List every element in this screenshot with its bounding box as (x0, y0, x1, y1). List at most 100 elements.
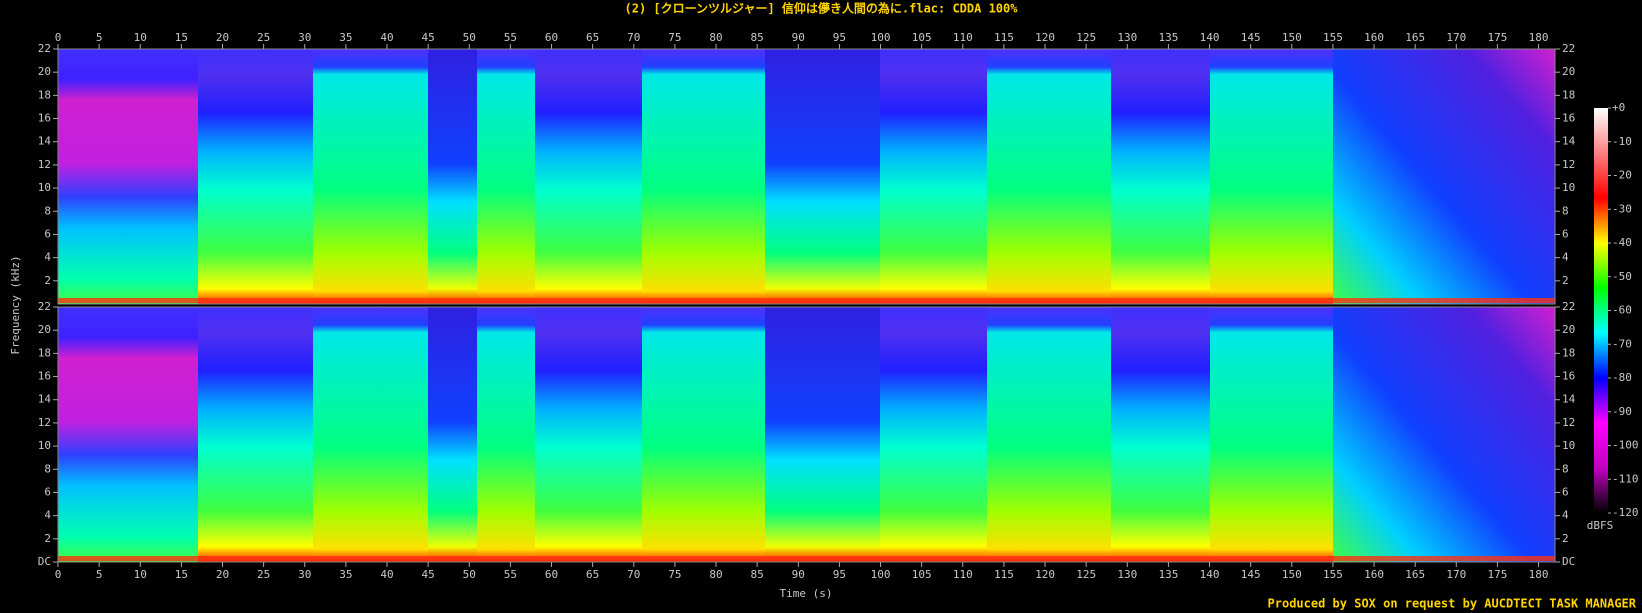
spectrum-block (987, 307, 1111, 562)
y-tick-label: 8 (1562, 462, 1569, 475)
x-tick-label: 165 (1405, 31, 1425, 44)
y-tick-label: 6 (1562, 227, 1569, 240)
x-tick-label: 135 (1158, 568, 1178, 581)
y-tick-label: 18 (1562, 346, 1575, 359)
spectrum-block (1111, 307, 1210, 562)
y-tick-label: 20 (1562, 65, 1575, 78)
colorbar-tick-label: -120 (1612, 506, 1639, 519)
y-tick-label: 14 (38, 393, 52, 406)
spectrum-block (428, 49, 477, 304)
x-tick-label: 50 (463, 31, 476, 44)
x-tick-label: 180 (1529, 568, 1549, 581)
colorbar-tick-label: -20 (1612, 169, 1632, 182)
x-tick-label: 85 (751, 568, 764, 581)
y-tick-label: 22 (38, 300, 51, 313)
x-tick-label: 100 (871, 568, 891, 581)
spectrum-block (987, 49, 1111, 304)
spectrum-block (477, 49, 535, 304)
y-tick-label: 4 (1562, 509, 1569, 522)
panel-frame (57, 48, 1556, 305)
y-tick-label: DC (1562, 555, 1575, 568)
y-tick-label: 10 (38, 439, 51, 452)
x-tick-label: 160 (1364, 568, 1384, 581)
colorbar-tick-label: -10 (1612, 135, 1632, 148)
y-tick-label: 18 (38, 88, 51, 101)
y-tick-label: 6 (44, 485, 51, 498)
spectrum-block (1333, 49, 1555, 304)
x-axis-label: Time (s) (780, 587, 833, 600)
colorbar-tick-label: -50 (1612, 270, 1632, 283)
x-tick-label: 155 (1323, 31, 1343, 44)
x-tick-label: 70 (627, 568, 640, 581)
x-tick-label: 10 (134, 31, 147, 44)
x-tick-label: 140 (1200, 568, 1220, 581)
y-tick-label: 16 (38, 370, 51, 383)
x-tick-label: 35 (339, 31, 352, 44)
x-tick-label: 70 (627, 31, 640, 44)
spectrum-block (535, 307, 642, 562)
x-tick-label: 130 (1117, 31, 1137, 44)
x-tick-label: 150 (1282, 568, 1302, 581)
x-tick-label: 120 (1035, 31, 1055, 44)
spectrum-block (1333, 307, 1555, 562)
y-axis-label: Frequency (kHz) (9, 255, 22, 354)
y-tick-label: 4 (44, 509, 51, 522)
y-tick-label: 16 (1562, 112, 1575, 125)
spectrum-block (1210, 49, 1333, 304)
colorbar-tick-label: -60 (1612, 304, 1632, 317)
x-tick-label: 90 (792, 568, 805, 581)
chart-title: (2) [クローンツルジャー] 信仰は儚き人間の為に.flac: CDDA 10… (625, 1, 1019, 16)
spectrum-block (477, 307, 535, 562)
spectrum-block (880, 49, 987, 304)
x-tick-label: 170 (1446, 31, 1466, 44)
x-tick-label: 25 (257, 568, 270, 581)
y-tick-label: 14 (1562, 393, 1576, 406)
y-tick-label: 12 (1562, 416, 1575, 429)
x-tick-label: 20 (216, 568, 229, 581)
y-tick-label: 8 (1562, 204, 1569, 217)
x-tick-label: 100 (871, 31, 891, 44)
x-tick-label: 140 (1200, 31, 1220, 44)
x-tick-label: 65 (586, 568, 599, 581)
x-tick-label: 145 (1241, 31, 1261, 44)
spectrum-block (1111, 49, 1210, 304)
y-tick-label: 12 (38, 416, 51, 429)
y-tick-label: 20 (1562, 323, 1575, 336)
x-tick-label: 40 (380, 31, 393, 44)
x-tick-label: 85 (751, 31, 764, 44)
y-tick-label: 16 (1562, 370, 1575, 383)
y-tick-label: 14 (38, 135, 52, 148)
x-tick-label: 155 (1323, 568, 1343, 581)
colorbar-tick-label: -100 (1612, 439, 1639, 452)
x-tick-label: 65 (586, 31, 599, 44)
x-tick-label: 135 (1158, 31, 1178, 44)
x-tick-label: 175 (1487, 31, 1507, 44)
x-tick-label: 10 (134, 568, 147, 581)
x-tick-label: 25 (257, 31, 270, 44)
y-tick-label: 12 (1562, 158, 1575, 171)
low-band (58, 298, 1555, 303)
x-tick-label: 0 (55, 568, 62, 581)
x-tick-label: 75 (668, 568, 681, 581)
x-tick-label: 20 (216, 31, 229, 44)
x-tick-label: 60 (545, 568, 558, 581)
y-tick-label: 14 (1562, 135, 1576, 148)
x-tick-label: 125 (1076, 568, 1096, 581)
spectrum-block (313, 49, 428, 304)
x-tick-label: 55 (504, 31, 517, 44)
x-tick-label: 80 (709, 31, 722, 44)
x-tick-label: 175 (1487, 568, 1507, 581)
x-tick-label: 30 (298, 31, 311, 44)
low-band (58, 556, 1555, 561)
y-tick-label: 18 (1562, 88, 1575, 101)
colorbar-tick-label: -80 (1612, 371, 1632, 384)
spectrum-block (642, 307, 765, 562)
x-tick-label: 75 (668, 31, 681, 44)
x-tick-label: 165 (1405, 568, 1425, 581)
spectrogram (57, 48, 1556, 563)
x-tick-label: 130 (1117, 568, 1137, 581)
colorbar-tick-label: +0 (1612, 101, 1625, 114)
y-tick-label: 18 (38, 346, 51, 359)
x-tick-label: 115 (994, 568, 1014, 581)
